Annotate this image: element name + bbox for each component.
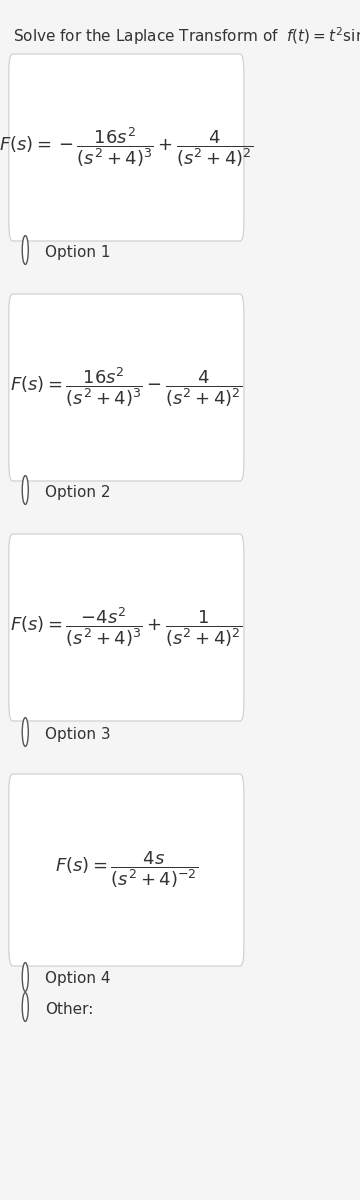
- Circle shape: [22, 992, 28, 1021]
- Text: Solve for the Laplace Transform of  $f(t) = t^2\sin 2t$: Solve for the Laplace Transform of $f(t)…: [13, 25, 360, 47]
- FancyBboxPatch shape: [9, 54, 244, 241]
- FancyBboxPatch shape: [9, 294, 244, 481]
- Text: Option 4: Option 4: [45, 972, 111, 986]
- Text: Option 1: Option 1: [45, 245, 111, 259]
- Text: $F(s) = \dfrac{16s^2}{(s^2+4)^3} - \dfrac{4}{(s^2+4)^2}$: $F(s) = \dfrac{16s^2}{(s^2+4)^3} - \dfra…: [10, 366, 243, 409]
- Text: Option 2: Option 2: [45, 485, 111, 499]
- Text: Other:: Other:: [45, 1002, 94, 1016]
- Text: Option 3: Option 3: [45, 726, 111, 742]
- Circle shape: [22, 718, 28, 746]
- FancyBboxPatch shape: [9, 534, 244, 721]
- Circle shape: [22, 962, 28, 991]
- Text: $F(s) = \dfrac{-4s^2}{(s^2+4)^3} + \dfrac{1}{(s^2+4)^2}$: $F(s) = \dfrac{-4s^2}{(s^2+4)^3} + \dfra…: [10, 606, 243, 649]
- Text: $F(s) = -\dfrac{16s^2}{(s^2+4)^3} + \dfrac{4}{(s^2+4)^2}$: $F(s) = -\dfrac{16s^2}{(s^2+4)^3} + \dfr…: [0, 126, 253, 169]
- Circle shape: [22, 475, 28, 504]
- Circle shape: [22, 235, 28, 264]
- Text: $F(s) = \dfrac{4s}{(s^2+4)^{-2}}$: $F(s) = \dfrac{4s}{(s^2+4)^{-2}}$: [55, 850, 198, 890]
- FancyBboxPatch shape: [9, 774, 244, 966]
